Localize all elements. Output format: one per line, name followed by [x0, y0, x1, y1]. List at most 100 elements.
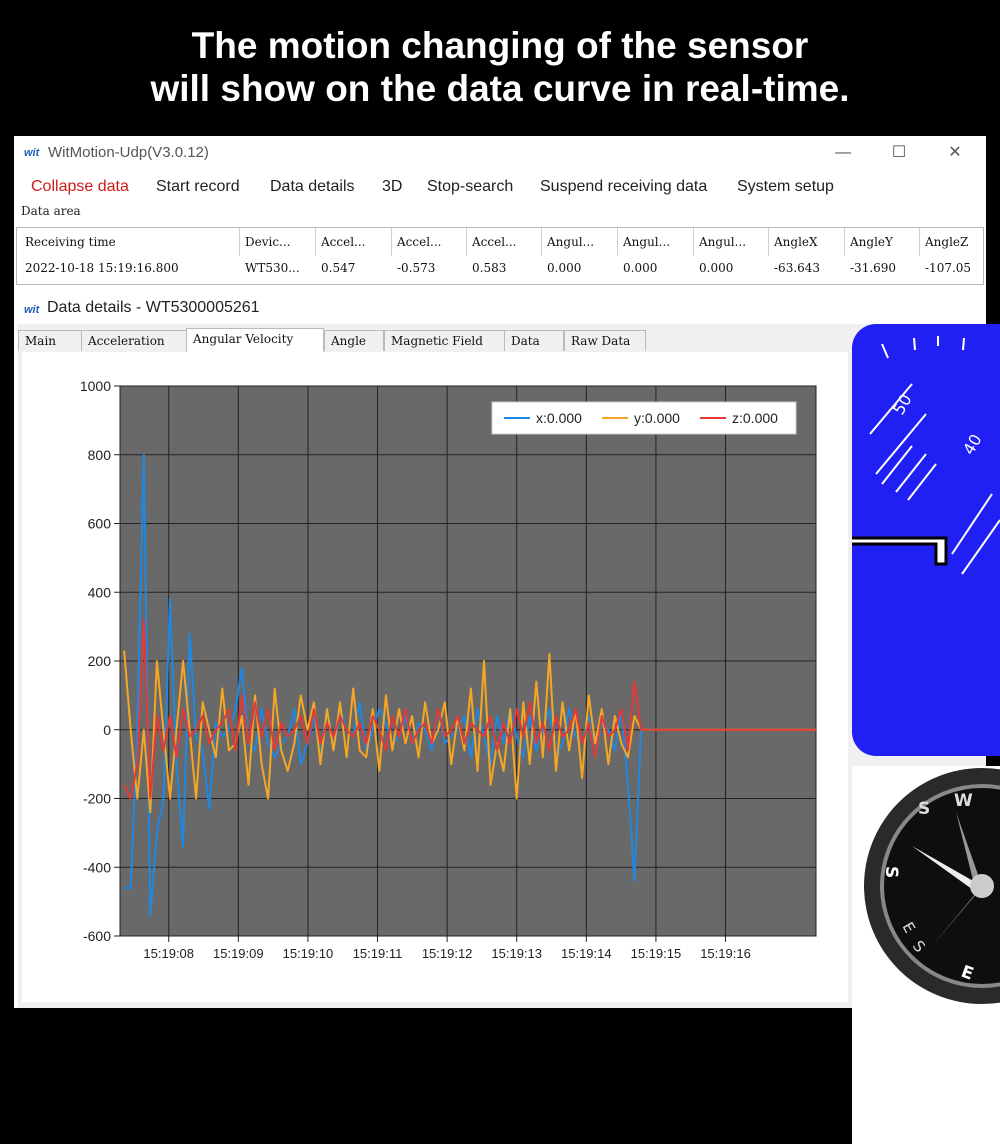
- close-button[interactable]: ✕: [948, 144, 962, 161]
- menu-stop-search[interactable]: Stop-search: [427, 178, 514, 195]
- y-tick-label: 600: [88, 516, 112, 532]
- x-axis: 15:19:08 15:19:09 15:19:10 15:19:11 15:19:12…: [143, 936, 751, 961]
- dial-label-40: 40: [959, 431, 986, 458]
- grid-header-cell[interactable]: Devic...: [245, 235, 291, 249]
- legend-label: y:0.000: [634, 410, 680, 426]
- y-tick-label: -400: [83, 859, 111, 875]
- x-tick-label: 15:19:16: [700, 946, 751, 961]
- grid-header-cell[interactable]: Receiving time: [25, 235, 116, 249]
- tab-magnetic-field[interactable]: Magnetic Field: [384, 330, 508, 351]
- y-tick-label: 1000: [80, 378, 111, 394]
- tab-main[interactable]: Main: [18, 330, 82, 351]
- legend-label: z:0.000: [732, 410, 778, 426]
- headline-line-1: The motion changing of the sensor: [191, 25, 809, 66]
- grid-header-cell[interactable]: Angul...: [547, 235, 595, 249]
- headline-line-2: will show on the data curve in real-time…: [150, 68, 850, 109]
- x-tick-label: 15:19:09: [213, 946, 264, 961]
- details-title: Data details - WT5300005261: [47, 299, 260, 316]
- grid-header-cell[interactable]: Accel...: [397, 235, 442, 249]
- y-tick-label: 200: [88, 653, 112, 669]
- legend-label: x:0.000: [536, 410, 582, 426]
- y-tick-label: -600: [83, 928, 111, 944]
- attitude-indicator-dial: 50 40: [852, 336, 1000, 575]
- grid-cell: 2022-10-18 15:19:16.800: [25, 261, 179, 275]
- grid-cell: 0.000: [547, 261, 582, 275]
- menu-3d[interactable]: 3D: [382, 178, 403, 195]
- chart-legend: x:0.000 y:0.000 z:0.000: [491, 401, 797, 435]
- grid-cell: 0.583: [472, 261, 507, 275]
- minimize-button[interactable]: —: [835, 144, 851, 161]
- y-axis: 1000 800 600 400 200 0 -200 -400 -600: [80, 378, 120, 944]
- compass-hub: [970, 874, 994, 898]
- chart-pane: 1000 800 600 400 200 0 -200 -400 -600 15:19:08 15…: [22, 352, 848, 1002]
- compass-panel: S W S E S E: [852, 766, 1000, 1144]
- grid-cell: 0.000: [623, 261, 658, 275]
- x-tick-label: 15:19:14: [561, 946, 612, 961]
- grid-header-cell[interactable]: Accel...: [472, 235, 517, 249]
- grid-cell: 0.547: [321, 261, 356, 275]
- grid-cell: WT530...: [245, 261, 300, 275]
- series-z-line: [123, 618, 816, 800]
- app-window: wit WitMotion-Udp(V3.0.12) — ☐ ✕ Collaps…: [14, 136, 1000, 1144]
- tab-angle[interactable]: Angle: [324, 330, 384, 351]
- compass-label: S: [881, 866, 901, 878]
- menu-system-setup[interactable]: System setup: [737, 178, 834, 195]
- x-tick-label: 15:19:13: [491, 946, 542, 961]
- menu-suspend-receiving[interactable]: Suspend receiving data: [540, 178, 708, 195]
- tab-angular-velocity[interactable]: Angular Velocity: [186, 328, 324, 352]
- compass-label: W: [954, 791, 973, 811]
- app-logo-icon: wit: [24, 147, 40, 159]
- window-title: WitMotion-Udp(V3.0.12): [48, 144, 209, 161]
- x-tick-label: 15:19:15: [631, 946, 682, 961]
- compass-needle-icon: [912, 846, 982, 892]
- x-tick-label: 15:19:08: [143, 946, 194, 961]
- title-bar[interactable]: wit WitMotion-Udp(V3.0.12) — ☐ ✕: [14, 136, 986, 170]
- data-details-window: wit Data details - WT5300005261 Main Acc…: [18, 294, 986, 1008]
- tab-data[interactable]: Data: [504, 330, 564, 351]
- grid-header-cell[interactable]: Accel...: [321, 235, 366, 249]
- chart-series: [123, 453, 816, 917]
- grid-cell: 0.000: [699, 261, 734, 275]
- maximize-button[interactable]: ☐: [891, 144, 907, 161]
- grid-cell: -63.643: [774, 261, 821, 275]
- compass-label: S: [918, 799, 930, 819]
- y-tick-label: 400: [88, 584, 112, 600]
- tab-raw-data[interactable]: Raw Data: [564, 330, 646, 351]
- menu-collapse-data[interactable]: Collapse data: [31, 178, 129, 195]
- dial-ticks: [869, 336, 1000, 575]
- compass-needle-icon: [932, 880, 988, 946]
- grid-cell: -107.05: [925, 261, 972, 275]
- x-tick-label: 15:19:10: [283, 946, 334, 961]
- compass-needle-icon: [956, 812, 982, 886]
- series-x-line: [124, 453, 816, 917]
- dial-label-50: 50: [889, 391, 916, 418]
- data-area-label: Data area: [21, 204, 81, 218]
- y-tick-label: 0: [103, 722, 111, 738]
- attitude-indicator: 50 40: [852, 324, 1000, 756]
- legend-box: [491, 401, 797, 435]
- compass-face: [880, 784, 1000, 988]
- grid-header-cell[interactable]: AngleY: [850, 235, 893, 249]
- details-tabs: Main Acceleration Angular Velocity Angle…: [18, 328, 858, 352]
- data-grid[interactable]: Receiving time Devic... Accel... Accel..…: [16, 227, 984, 285]
- tab-acceleration[interactable]: Acceleration: [81, 330, 189, 351]
- y-tick-label: -200: [83, 791, 111, 807]
- menu-start-record[interactable]: Start record: [156, 178, 240, 195]
- details-logo-icon: wit: [24, 304, 40, 316]
- horizon-marker: [852, 536, 948, 566]
- x-tick-label: 15:19:11: [353, 946, 403, 961]
- grid-header-cell[interactable]: Angul...: [623, 235, 671, 249]
- grid-header-cell[interactable]: AngleX: [774, 235, 818, 249]
- details-title-bar[interactable]: wit Data details - WT5300005261: [18, 294, 986, 324]
- headline: The motion changing of the sensor will s…: [0, 24, 1000, 110]
- compass: S W S E S E: [864, 768, 1000, 1004]
- grid-header-cell[interactable]: Angul...: [699, 235, 747, 249]
- menu-bar: Collapse data Start record Data details …: [14, 174, 986, 202]
- menu-data-details[interactable]: Data details: [270, 178, 355, 195]
- x-tick-label: 15:19:12: [422, 946, 473, 961]
- grid-cell: -0.573: [397, 261, 436, 275]
- grid-header-cell[interactable]: AngleZ: [925, 235, 969, 249]
- grid-cell: -31.690: [850, 261, 897, 275]
- y-tick-label: 800: [88, 447, 112, 463]
